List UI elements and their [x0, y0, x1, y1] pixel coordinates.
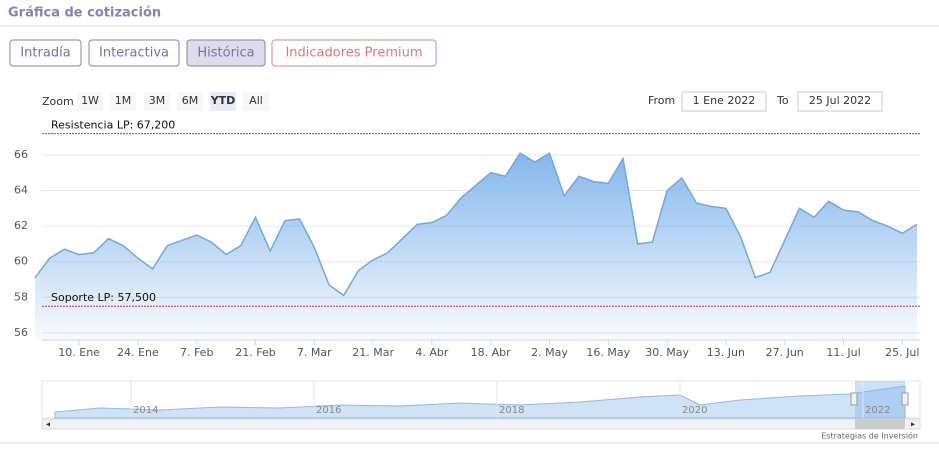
plot-line-label: Resistencia LP: 67,200	[51, 119, 175, 132]
y-tick-label: 56	[14, 326, 28, 339]
zoom-button-label: YTD	[210, 94, 236, 107]
x-tick-label: 4. Abr	[415, 346, 448, 359]
area-fill	[35, 153, 917, 340]
credits: Estrategias de Inversión	[821, 431, 918, 441]
navigator-years: 2014 2016 2018 2020 2022	[130, 381, 890, 418]
navigator-year: 2014	[133, 405, 158, 416]
tabs: Intradía Interactiva Histórica Indicadores …	[9, 39, 437, 67]
navigator-year: 2020	[682, 405, 707, 416]
from-label: From	[648, 94, 675, 107]
tab[interactable]	[9, 39, 82, 67]
navigator-year: 2022	[865, 405, 890, 416]
x-tick-label: 21. Mar	[352, 346, 394, 359]
scroll-right[interactable]: ▸	[911, 420, 915, 429]
y-tick-label: 58	[14, 290, 28, 303]
to-input[interactable]	[797, 91, 883, 112]
zoom-button[interactable]	[243, 92, 269, 111]
tab-label: Interactiva	[99, 46, 169, 61]
x-tick-label: 16. May	[586, 346, 630, 359]
navigator-series	[54, 385, 906, 419]
y-tick-label: 64	[14, 184, 28, 197]
tab-label: Histórica	[197, 46, 254, 61]
x-tick-label: 25. Jul	[885, 346, 919, 359]
from-value: 1 Ene 2022	[693, 94, 756, 107]
zoom-button[interactable]	[77, 92, 103, 111]
zoom-button-label: 6M	[182, 94, 199, 107]
navigator-handle[interactable]	[850, 392, 858, 406]
navigator-year: 2016	[316, 405, 341, 416]
zoom-button-label: 1M	[115, 94, 132, 107]
scroll-left[interactable]: ◂	[46, 420, 50, 429]
x-tick-label: 30. May	[645, 346, 689, 359]
zoom-label: Zoom	[42, 95, 74, 108]
x-tick-label: 18. Abr	[471, 346, 511, 359]
tab-label: Intradía	[20, 46, 70, 61]
y-tick-label: 62	[14, 219, 28, 232]
plot: 56 58 60 62 64 66 10. Ene 24. Ene 7. Feb 21. Feb 7…	[14, 119, 920, 359]
area-line	[34, 152, 918, 297]
scrollbar[interactable]	[41, 418, 921, 430]
plot-line-label: Soporte LP: 57,500	[51, 291, 156, 304]
x-tick-label: 21. Feb	[235, 346, 275, 359]
tab[interactable]	[88, 39, 180, 67]
x-tick-label: 2. May	[531, 346, 568, 359]
x-tick-label: 11. Jul	[826, 346, 860, 359]
x-tick-label: 27. Jun	[766, 346, 804, 359]
zoom-button[interactable]	[177, 92, 203, 111]
x-tick-label: 10. Ene	[58, 346, 100, 359]
to-value: 25 Jul 2022	[809, 94, 871, 107]
tab[interactable]	[271, 39, 437, 67]
navigator-handle[interactable]	[901, 392, 909, 406]
zoom-button-label: All	[249, 94, 263, 107]
header-title: Gráfica de cotización	[8, 6, 161, 21]
x-tick-label: 24. Ene	[117, 346, 159, 359]
to-label: To	[776, 94, 789, 107]
zoom-button-label: 1W	[81, 94, 99, 107]
x-tick-label: 7. Feb	[180, 346, 213, 359]
zoom-button[interactable]	[110, 92, 136, 111]
zoom-button[interactable]	[210, 92, 236, 111]
x-tick-label: 13. Jun	[707, 346, 745, 359]
zoom-button-label: 3M	[149, 94, 166, 107]
x-tick-label: 7. Mar	[297, 346, 332, 359]
scrollbar-thumb[interactable]	[855, 419, 905, 429]
zoom-buttons: 1W 1M 3M 6M YTD All	[77, 92, 269, 111]
navigator-year: 2018	[499, 405, 524, 416]
tab-label: Indicadores Premium	[285, 46, 422, 61]
zoom-button[interactable]	[144, 92, 170, 111]
from-input[interactable]	[681, 91, 767, 112]
y-tick-label: 60	[14, 255, 28, 268]
y-tick-label: 66	[14, 148, 28, 161]
tab[interactable]	[186, 39, 266, 67]
